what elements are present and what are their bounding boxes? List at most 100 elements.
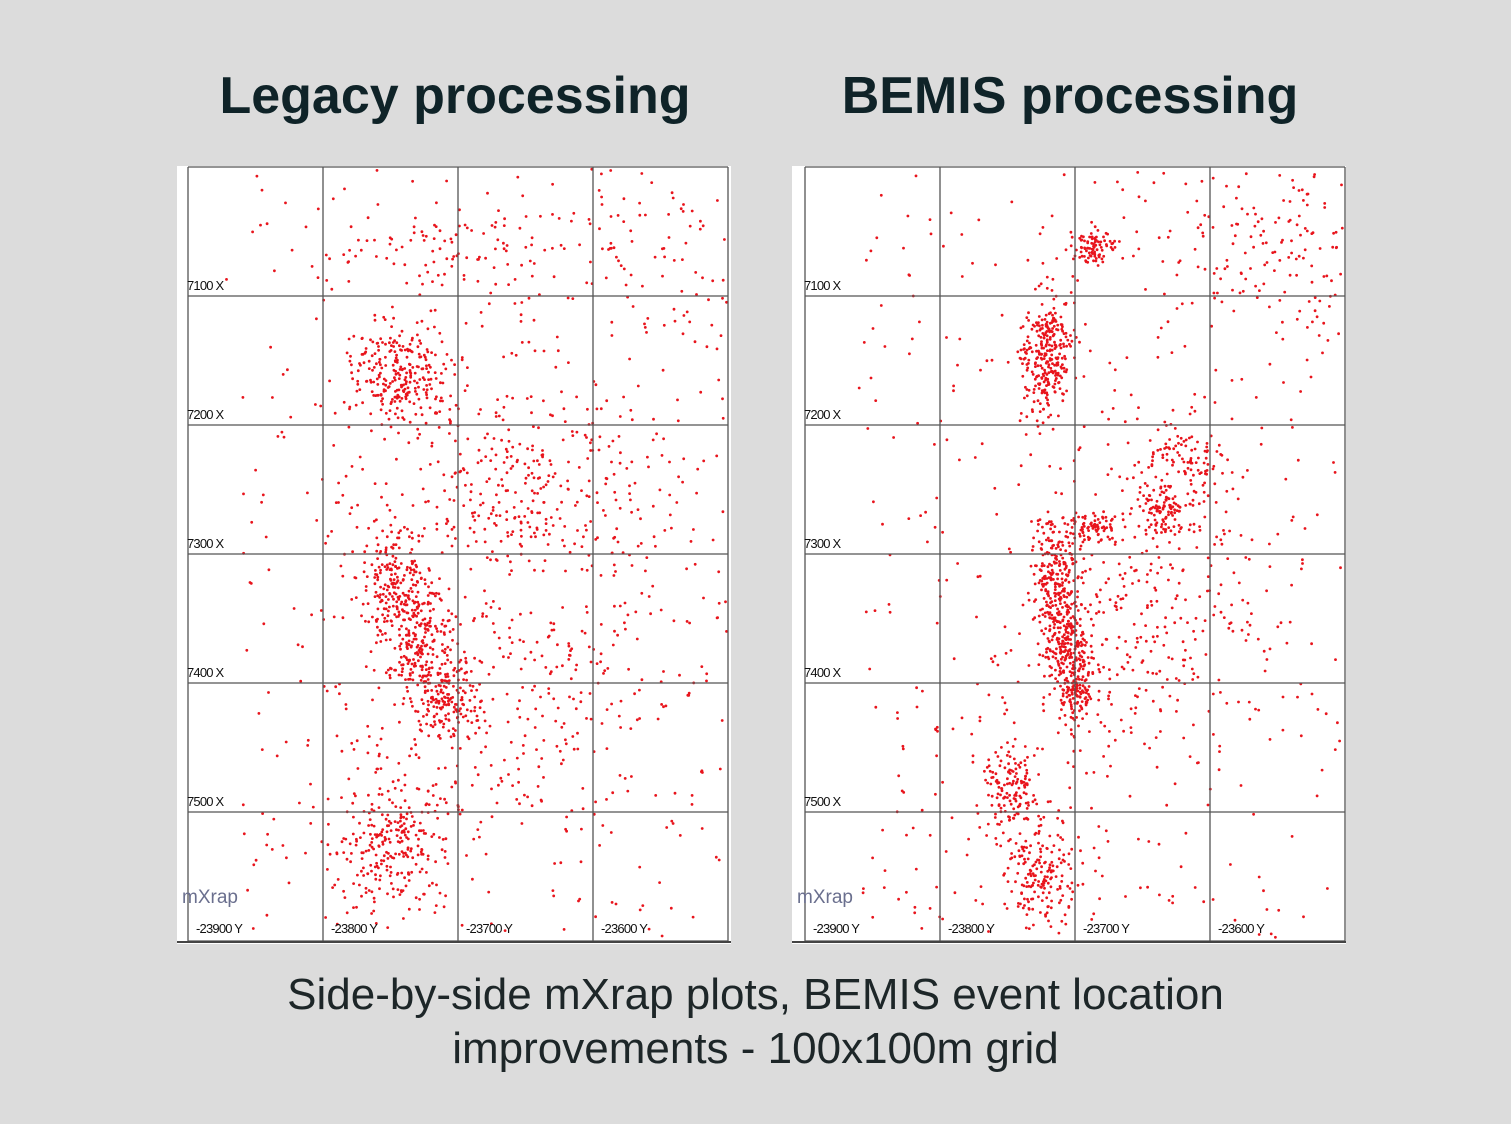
data-point	[1044, 376, 1048, 380]
data-point	[352, 882, 355, 885]
data-point	[1029, 564, 1033, 568]
data-point	[371, 340, 375, 344]
data-point	[638, 213, 642, 217]
data-point	[913, 905, 917, 909]
data-point	[439, 688, 443, 692]
data-point	[1087, 685, 1091, 688]
data-point	[1053, 616, 1057, 620]
data-point	[1230, 417, 1234, 421]
data-point	[408, 566, 412, 570]
data-point	[435, 527, 439, 531]
data-point	[431, 881, 434, 885]
data-point	[395, 607, 399, 611]
data-point	[410, 870, 414, 874]
data-point	[1268, 542, 1271, 546]
data-point	[518, 699, 521, 703]
data-point	[507, 428, 511, 432]
data-point	[1014, 880, 1017, 884]
data-point	[505, 518, 509, 521]
data-point	[1149, 600, 1153, 603]
data-point	[1333, 748, 1337, 751]
data-point	[1088, 254, 1092, 257]
data-point	[347, 337, 351, 341]
data-point	[1049, 606, 1052, 609]
data-point	[1066, 573, 1070, 577]
data-point	[668, 493, 672, 497]
data-point	[597, 189, 601, 192]
data-point	[390, 624, 394, 627]
data-point	[464, 661, 468, 665]
data-point	[1086, 688, 1089, 692]
data-point	[1031, 323, 1035, 327]
data-point	[409, 587, 413, 590]
data-point	[585, 494, 589, 498]
data-point	[1176, 698, 1179, 702]
y-tick-label: -23600 Y	[601, 921, 648, 936]
data-point	[1084, 569, 1087, 573]
data-point	[408, 571, 412, 575]
data-point	[1047, 576, 1051, 580]
data-point	[1035, 329, 1039, 333]
data-point	[479, 820, 483, 824]
data-point	[685, 310, 689, 314]
data-point	[1192, 672, 1196, 675]
data-point	[1037, 880, 1040, 883]
data-point	[1203, 395, 1206, 399]
data-point	[1034, 860, 1038, 864]
data-point	[1203, 515, 1207, 519]
data-point	[585, 281, 589, 285]
data-point	[1136, 498, 1140, 501]
data-point	[489, 764, 493, 767]
data-point	[1162, 171, 1166, 175]
data-point	[265, 913, 269, 917]
data-point	[1052, 626, 1056, 630]
data-point	[476, 279, 480, 283]
data-point	[493, 522, 496, 525]
data-point	[1064, 922, 1068, 926]
data-point	[1052, 297, 1056, 301]
data-point	[601, 247, 604, 251]
data-point	[1097, 532, 1100, 536]
data-point	[950, 816, 954, 820]
data-point	[1050, 348, 1054, 352]
data-point	[638, 908, 642, 912]
data-point	[332, 615, 336, 619]
data-point	[1040, 588, 1043, 592]
data-point	[1087, 256, 1090, 260]
data-point	[1194, 461, 1198, 464]
data-point	[286, 368, 289, 372]
data-point	[426, 854, 430, 858]
data-point	[1042, 357, 1046, 360]
data-point	[1125, 477, 1129, 481]
data-point	[1110, 467, 1113, 471]
data-point	[533, 491, 536, 495]
data-point	[454, 729, 457, 732]
data-point	[519, 667, 523, 671]
data-point	[1197, 502, 1201, 506]
data-point	[551, 524, 555, 527]
data-point	[862, 341, 866, 344]
data-point	[398, 893, 402, 896]
data-point	[453, 363, 456, 366]
data-point	[579, 860, 583, 864]
data-point	[1058, 645, 1062, 649]
data-point	[381, 397, 384, 400]
data-point	[1292, 186, 1295, 189]
data-point	[376, 575, 380, 579]
data-point	[1027, 884, 1031, 888]
data-point	[1076, 590, 1079, 593]
data-point	[1092, 912, 1096, 916]
data-point	[1062, 671, 1066, 674]
data-point	[431, 249, 435, 253]
data-point	[671, 822, 675, 825]
data-point	[540, 799, 543, 803]
data-point	[1108, 690, 1112, 694]
data-point	[556, 643, 559, 647]
data-point	[1025, 881, 1029, 884]
data-point	[443, 662, 447, 665]
data-point	[1087, 529, 1090, 532]
data-point	[420, 644, 423, 648]
data-point	[571, 434, 575, 437]
data-point	[609, 241, 613, 245]
data-point	[622, 267, 626, 271]
